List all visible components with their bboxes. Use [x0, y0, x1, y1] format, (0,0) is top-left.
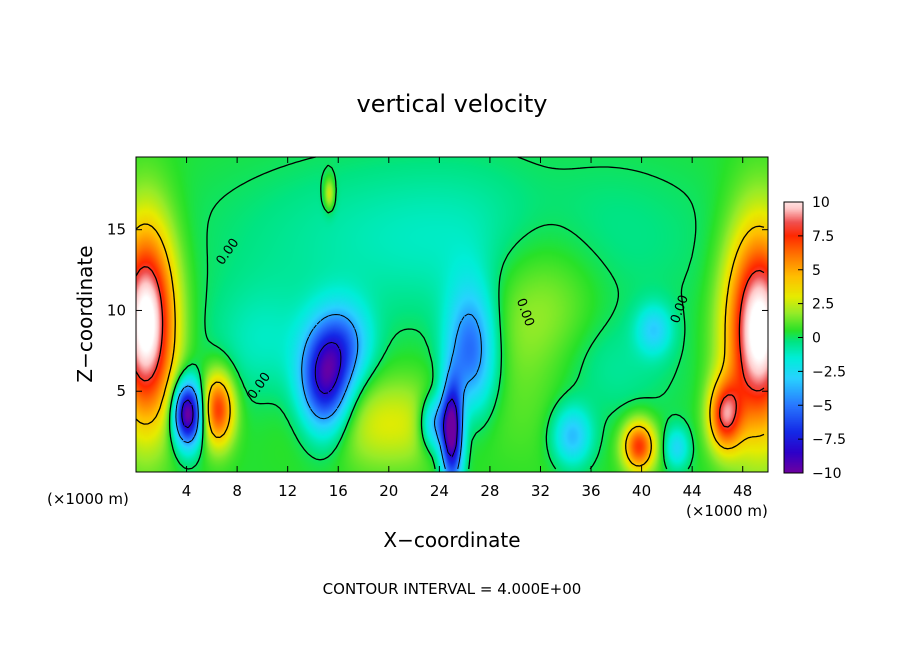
- chart-title: vertical velocity: [357, 90, 548, 118]
- colorbar-tick-label: −7.5: [812, 432, 846, 448]
- contour-line: [175, 313, 482, 470]
- y-tick-label: 5: [116, 382, 126, 400]
- x-axis-label: X−coordinate: [383, 528, 520, 552]
- y-axis-ticks: 5 10 15: [107, 221, 768, 400]
- contour-line: [135, 223, 765, 467]
- x-tick-label: 28: [480, 482, 499, 500]
- x-axis-ticks: 4 8 12 16 20 24 28 32 36 40 44 48: [182, 157, 752, 500]
- contour-line: [181, 341, 458, 458]
- heatmap-field: [136, 157, 768, 472]
- x-tick-label: 4: [182, 482, 192, 500]
- x-tick-label: 20: [379, 482, 398, 500]
- plot-frame: [135, 156, 769, 473]
- colorbar-tick-label: 10: [812, 195, 830, 211]
- colorbar-tick-label: 7.5: [812, 229, 834, 245]
- footer-contour-interval: CONTOUR INTERVAL = 4.000E+00: [323, 580, 582, 598]
- colorbar-tick-label: −10: [812, 466, 842, 482]
- colorbar-tick-label: 2.5: [812, 297, 834, 313]
- x-unit-right: (×1000 m): [686, 502, 768, 520]
- colorbar-tick-label: −2.5: [812, 364, 846, 380]
- y-tick-label: 10: [107, 301, 126, 319]
- x-tick-label: 32: [531, 482, 550, 500]
- x-tick-label: 12: [278, 482, 297, 500]
- colorbar-tick-label: 5: [812, 263, 821, 279]
- colorbar: 10 7.5 5 2.5 0 −2.5 −5 −7.5 −10: [783, 195, 846, 482]
- x-tick-label: 24: [430, 482, 449, 500]
- plot-area: 0.000.000.00 0.00: [135, 156, 769, 473]
- x-tick-label: 40: [632, 482, 651, 500]
- contour-line: [135, 266, 765, 428]
- x-tick-label: 44: [683, 482, 702, 500]
- x-tick-label: 48: [733, 482, 752, 500]
- x-unit-left: (×1000 m): [47, 490, 129, 508]
- colorbar-tick-label: −5: [812, 398, 833, 414]
- colorbar-ticks: 10 7.5 5 2.5 0 −2.5 −5 −7.5 −10: [798, 195, 846, 482]
- contour-line: [168, 156, 697, 470]
- colorbar-tick-label: 0: [812, 331, 821, 347]
- x-tick-label: 8: [232, 482, 242, 500]
- x-tick-label: 16: [329, 482, 348, 500]
- y-tick-label: 15: [107, 221, 126, 239]
- y-axis-label: Z−coordinate: [73, 245, 97, 382]
- x-tick-label: 36: [581, 482, 600, 500]
- contour-lines: [135, 156, 765, 470]
